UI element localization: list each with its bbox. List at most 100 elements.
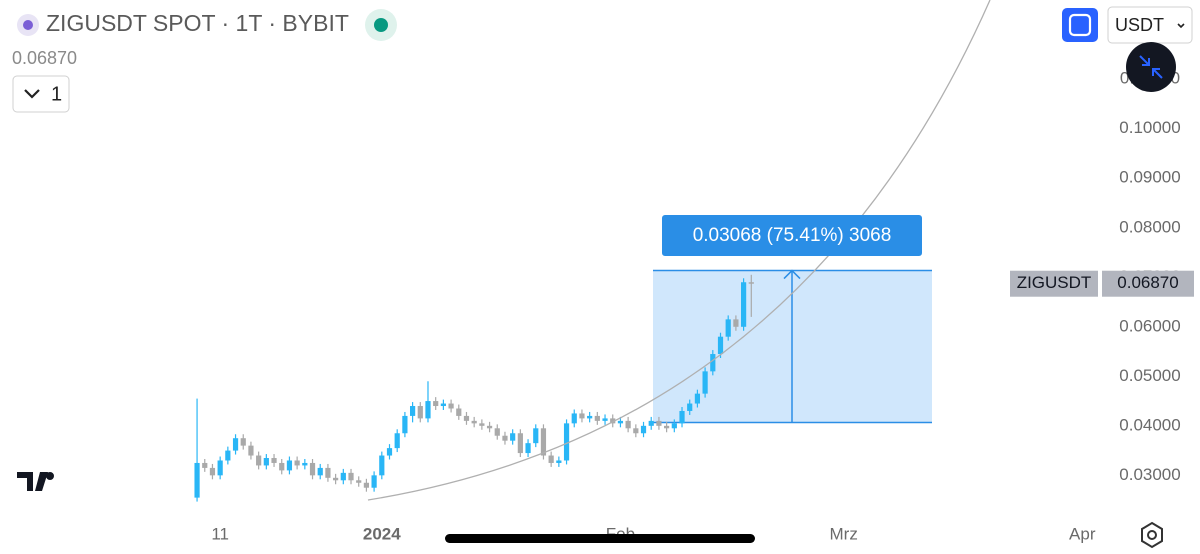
y-tick-label: 0.08000 — [1119, 217, 1180, 236]
settings-icon[interactable] — [1141, 521, 1163, 549]
candle-body — [232, 438, 239, 451]
candle-body — [425, 401, 431, 419]
last-price-text: 0.06870 — [12, 48, 77, 68]
candle-body — [333, 477, 339, 481]
fullscreen-icon — [1068, 13, 1092, 37]
candle-body — [587, 415, 593, 419]
candle-body — [525, 443, 531, 454]
x-tick-label: 2024 — [363, 524, 401, 543]
candle-body — [417, 406, 423, 419]
candle-body — [448, 403, 454, 409]
candle-body — [494, 428, 500, 436]
candle-body — [479, 423, 485, 426]
price-tag-text: 0.06870 — [1117, 273, 1178, 292]
candle-body — [486, 425, 493, 429]
candle-body — [633, 428, 639, 434]
candle-body — [463, 415, 470, 421]
candle-body — [556, 460, 562, 463]
indicator-toggle[interactable] — [12, 75, 70, 113]
candle-body — [317, 467, 323, 476]
x-tick-label: Mrz — [830, 524, 858, 543]
candle-body — [625, 420, 631, 429]
candle-body — [263, 458, 269, 466]
measure-label-box — [662, 215, 922, 256]
candle-body — [456, 408, 462, 416]
curve-drawing — [367, 0, 991, 501]
candle-body — [679, 410, 685, 424]
candle-body — [671, 423, 677, 429]
candle-body — [640, 425, 647, 434]
candle-body — [394, 433, 400, 449]
candle-body — [379, 455, 385, 476]
chevron-icon — [24, 89, 40, 99]
candle-body — [433, 401, 439, 407]
candle-body — [664, 425, 670, 429]
plot: 0.030000.040000.050000.060000.070000.080… — [194, 69, 1181, 543]
tv-logo — [17, 472, 54, 491]
candle-body — [471, 420, 477, 424]
candle-body — [502, 435, 508, 441]
candle-body — [348, 472, 354, 481]
symbol-tag — [1010, 270, 1098, 297]
candle-body — [533, 428, 539, 444]
fullscreen-button[interactable] — [1062, 8, 1098, 42]
candle-body — [202, 462, 208, 468]
home-indicator — [445, 534, 755, 543]
candle-body — [217, 460, 223, 476]
collapse-button[interactable] — [1126, 42, 1176, 92]
candle-body — [325, 467, 331, 478]
candle-body — [517, 433, 523, 454]
y-tick-label: 0.04000 — [1119, 415, 1180, 434]
candle-body — [340, 472, 346, 481]
candle-body — [279, 462, 285, 471]
y-tick-label: 0.05000 — [1119, 366, 1180, 385]
symbol-icon-dot — [23, 20, 33, 30]
candle-body — [610, 418, 616, 424]
candle-body — [579, 413, 585, 419]
candle-body — [286, 460, 293, 471]
settings-icon-center — [1147, 530, 1157, 540]
candle-body — [386, 448, 393, 456]
candle-body — [309, 462, 316, 476]
measure-arrowhead — [783, 269, 801, 280]
candle-body — [209, 467, 216, 476]
candle-body — [717, 336, 724, 355]
candle-body — [294, 460, 300, 466]
candle-body — [510, 433, 516, 441]
collapse-icon — [1139, 55, 1163, 79]
candle-body — [602, 418, 608, 421]
candle-body — [740, 282, 747, 327]
candle-body — [356, 480, 362, 483]
candle-body — [687, 403, 693, 411]
candle-body — [656, 420, 662, 426]
candle-body — [571, 413, 577, 424]
candle-body — [271, 458, 277, 463]
candle-body — [563, 423, 570, 461]
candle-body — [733, 319, 739, 327]
y-tick-label: 0.03000 — [1119, 465, 1180, 484]
candle-body — [302, 462, 308, 466]
candle-body — [363, 482, 370, 488]
candle-body — [402, 415, 408, 434]
symbol-tag-text: ZIGUSDT — [1017, 273, 1092, 292]
candle-body — [710, 354, 716, 372]
select-arrow — [1177, 23, 1185, 29]
y-tick-label: 0.06000 — [1119, 316, 1180, 335]
candle-body — [248, 445, 254, 456]
chart-title: ZIGUSDT SPOT · 1T · BYBIT — [46, 10, 349, 36]
x-tick-label: 11 — [211, 524, 229, 543]
indicator-count: 1 — [51, 83, 62, 105]
currency-text: USDT — [1115, 15, 1164, 35]
candle-body — [725, 319, 731, 337]
candle-body — [594, 415, 600, 421]
candle-body — [540, 428, 547, 456]
price-tag — [1102, 270, 1194, 297]
candle-body — [440, 403, 446, 407]
candle-body — [702, 371, 708, 394]
candle-body — [548, 455, 554, 463]
candle-body — [409, 406, 416, 416]
candle-body — [240, 438, 246, 446]
candle-body — [748, 282, 754, 284]
